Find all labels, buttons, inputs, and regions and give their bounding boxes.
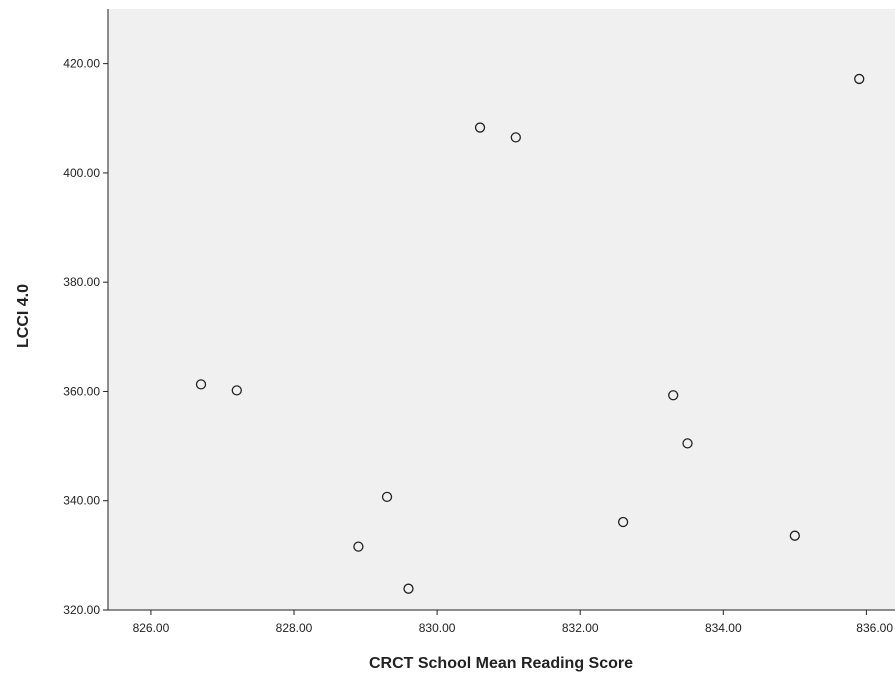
- x-tick-label: 830.00: [419, 621, 456, 635]
- x-tick-label: 828.00: [276, 621, 313, 635]
- data-point: [854, 73, 865, 85]
- data-points: [195, 73, 865, 594]
- x-tick-label: 834.00: [705, 621, 742, 635]
- y-axis-title: LCCI 4.0: [15, 284, 32, 348]
- data-point: [668, 390, 679, 401]
- data-point: [381, 491, 393, 503]
- y-tick-label: 420.00: [63, 57, 100, 71]
- y-tick-label: 360.00: [63, 384, 100, 398]
- data-point: [195, 379, 207, 390]
- data-point: [403, 583, 414, 594]
- data-point: [789, 530, 800, 541]
- x-axis-title: CRCT School Mean Reading Score: [369, 655, 633, 672]
- data-point: [617, 516, 629, 528]
- y-tick-label: 320.00: [63, 603, 100, 617]
- x-axis-ticks: 826.00 828.00 830.00 832.00 834.00 836.00: [133, 610, 893, 635]
- data-point: [474, 122, 486, 133]
- data-point: [682, 438, 693, 449]
- y-tick-label: 340.00: [63, 494, 100, 508]
- plot-background: [108, 9, 895, 610]
- data-point: [231, 385, 242, 396]
- data-point: [353, 541, 364, 552]
- data-point: [510, 132, 521, 143]
- y-tick-label: 400.00: [63, 166, 100, 180]
- y-axis-ticks: 320.00 340.00 360.00 380.00 400.00 420.00: [63, 57, 108, 617]
- x-tick-label: 836.00: [856, 621, 893, 635]
- x-tick-label: 826.00: [133, 621, 170, 635]
- x-tick-label: 832.00: [562, 621, 599, 635]
- y-tick-label: 380.00: [63, 275, 100, 289]
